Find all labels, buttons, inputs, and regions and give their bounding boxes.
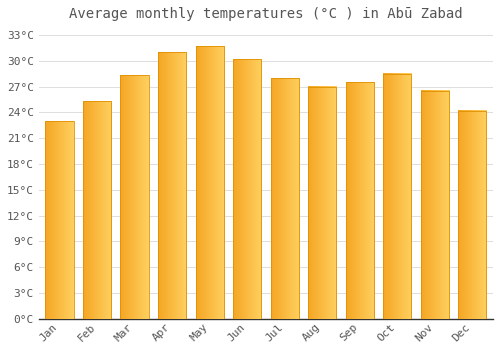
- Bar: [383, 74, 412, 319]
- Bar: [233, 59, 261, 319]
- Bar: [196, 46, 224, 319]
- Title: Average monthly temperatures (°C ) in Abū Zabad: Average monthly temperatures (°C ) in Ab…: [69, 7, 462, 21]
- Bar: [158, 52, 186, 319]
- Bar: [120, 75, 148, 319]
- Bar: [346, 82, 374, 319]
- Bar: [421, 91, 449, 319]
- Bar: [46, 121, 74, 319]
- Bar: [270, 78, 299, 319]
- Bar: [308, 86, 336, 319]
- Bar: [458, 111, 486, 319]
- Bar: [83, 101, 111, 319]
